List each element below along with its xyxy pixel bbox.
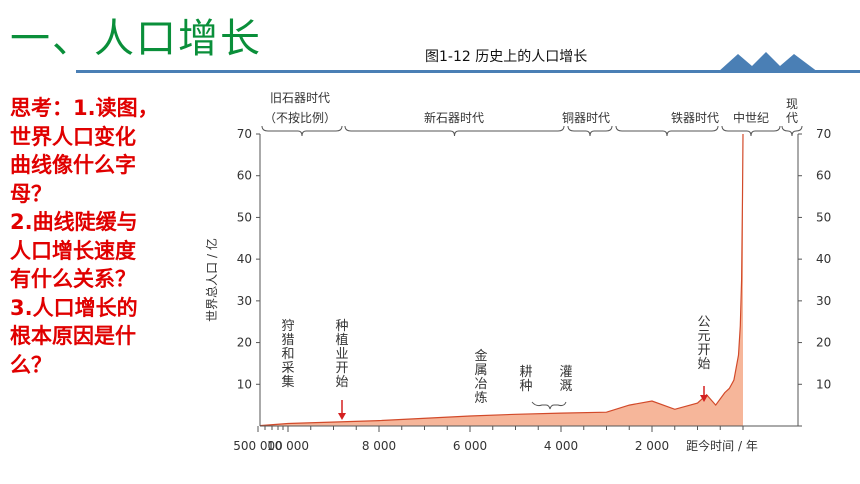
question-line: 思考：1.读图， xyxy=(10,96,159,120)
question-line: 曲线像什么字 xyxy=(10,153,136,177)
period-label: 代 xyxy=(786,111,798,125)
y-tick-label-right: 30 xyxy=(816,294,831,308)
y-tick-label-right: 40 xyxy=(816,252,831,266)
y-tick-label-left: 70 xyxy=(237,127,252,141)
period-brace xyxy=(721,125,781,137)
y-tick-label-left: 50 xyxy=(237,210,252,224)
question-line: 么？ xyxy=(10,352,52,377)
title-underline xyxy=(76,70,860,73)
y-tick-label-left: 40 xyxy=(237,252,252,266)
y-tick-label-left: 60 xyxy=(237,169,252,183)
annotation-char: 始 xyxy=(697,357,710,372)
period-brace xyxy=(781,125,803,137)
question-list: 思考：1.读图， 世界人口变化 曲线像什么字 母？ 2.曲线陡缓与 人口增长速度… xyxy=(10,94,210,379)
figure-caption: 图1-12 历史上的人口增长 xyxy=(425,49,588,65)
annotation-char: 始 xyxy=(335,375,348,390)
population-area xyxy=(260,134,743,426)
question-line: 3.人口增长的 xyxy=(10,295,138,320)
annotation-char: 开 xyxy=(697,343,710,358)
y-tick-label-right: 70 xyxy=(816,127,831,141)
period-brace xyxy=(261,125,343,137)
y-axis-label: 世界总人口 / 亿 xyxy=(204,238,219,322)
annotation-char: 业 xyxy=(335,347,348,362)
annotation-char: 耕 xyxy=(519,364,532,380)
period-label: 旧石器时代 xyxy=(270,91,330,105)
annotation-char: 种 xyxy=(519,379,532,394)
x-tick-label: 8 000 xyxy=(362,439,396,453)
annotation-char: 采 xyxy=(281,361,294,376)
annotation-char: 公 xyxy=(697,315,710,330)
period-label: 中世纪 xyxy=(733,110,769,125)
annotation-char: 溉 xyxy=(559,379,572,394)
question-line: 根本原因是什 xyxy=(10,324,136,348)
question-line: 世界人口变化 xyxy=(10,124,136,149)
period-brace xyxy=(615,125,719,137)
question-line: 2.曲线陡缓与 xyxy=(10,210,138,234)
x-axis-label: 距今时间 / 年 xyxy=(686,438,758,453)
annotation-brace xyxy=(531,401,567,410)
period-label: 铜器时代 xyxy=(562,110,610,125)
annotation-char: 开 xyxy=(335,361,348,376)
period-brace xyxy=(567,125,613,137)
x-tick-label: 2 000 xyxy=(635,439,669,453)
annotation-char: 冶 xyxy=(474,377,487,392)
annotation-char: 植 xyxy=(335,333,348,348)
annotation-char: 狩 xyxy=(281,319,294,334)
annotation-char: 灌 xyxy=(559,365,572,380)
annotation-char: 炼 xyxy=(474,391,487,406)
annotation-char: 元 xyxy=(697,329,710,344)
x-tick-label: 10 000 xyxy=(267,439,309,453)
x-tick-label: 500 000 xyxy=(233,439,283,453)
y-tick-label-left: 30 xyxy=(237,294,252,308)
x-tick-label: 6 000 xyxy=(453,439,487,453)
annotation-char: 金 xyxy=(474,348,487,364)
question-line: 有什么关系？ xyxy=(10,267,136,291)
y-tick-label-right: 60 xyxy=(816,169,831,183)
annotation-char: 种 xyxy=(335,319,348,334)
period-label: 铁器时代 xyxy=(671,111,719,125)
annotation-char: 猎 xyxy=(281,333,294,348)
annotation-char: 和 xyxy=(281,347,294,362)
y-tick-label-left: 10 xyxy=(237,377,252,391)
y-tick-label-right: 50 xyxy=(816,210,831,224)
question-line: 母？ xyxy=(10,181,52,206)
population-line xyxy=(259,133,744,427)
question-line: 人口增长速度 xyxy=(10,238,136,263)
period-label: 现 xyxy=(786,97,798,111)
x-tick-label: 4 000 xyxy=(544,439,578,453)
period-brace xyxy=(344,125,565,137)
y-tick-label-right: 20 xyxy=(816,336,831,350)
mountains-icon xyxy=(718,52,818,72)
annotation-arrow-head xyxy=(338,413,346,420)
y-tick-label-left: 20 xyxy=(237,336,252,350)
period-label: （不按比例） xyxy=(264,111,336,125)
annotation-char: 属 xyxy=(474,363,487,378)
y-tick-label-right: 10 xyxy=(816,377,831,391)
slide-title: 一、人口增长 xyxy=(10,16,262,62)
period-label: 新石器时代 xyxy=(424,110,484,125)
annotation-char: 集 xyxy=(281,374,294,390)
annotation-arrow-head xyxy=(700,395,708,402)
